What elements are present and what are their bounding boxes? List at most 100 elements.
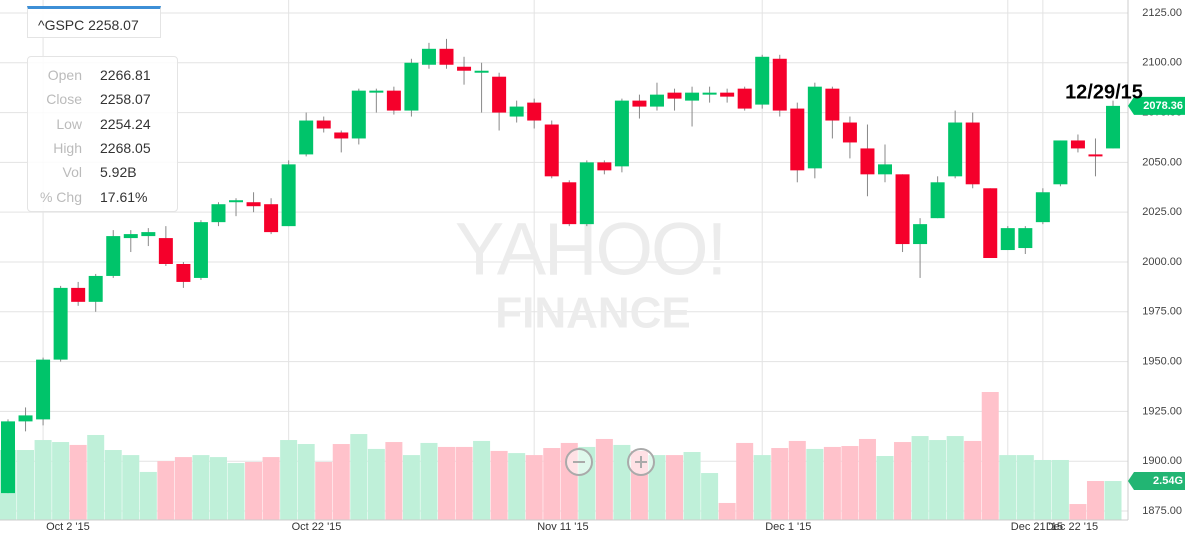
volume-bar: [841, 446, 859, 520]
tooltip-row: High 2268.05: [28, 136, 177, 160]
watermark: FINANCE: [495, 289, 691, 338]
tooltip-value: 5.92B: [100, 164, 137, 181]
candle-body: [299, 120, 314, 155]
candle-body: [492, 76, 507, 113]
tooltip-value: 2268.05: [100, 140, 151, 157]
candle-body: [141, 232, 156, 237]
volume-bar: [192, 455, 210, 520]
x-tick-label: Nov 11 '15: [537, 521, 588, 533]
volume-bar: [157, 461, 175, 520]
volume-bar: [473, 440, 491, 520]
volume-bar: [525, 455, 543, 520]
tooltip-row: Vol 5.92B: [28, 160, 177, 184]
y-tick-label: 2100.00: [1142, 57, 1182, 69]
tooltip-label: Low: [56, 115, 82, 132]
volume-bar: [736, 442, 754, 520]
volume-bar: [666, 455, 684, 520]
volume-bar: [1104, 481, 1122, 520]
volume-bars: [0, 392, 1122, 520]
y-tick-label: 1900.00: [1142, 455, 1182, 467]
volume-bar: [385, 442, 403, 520]
candle-body: [36, 359, 51, 420]
tooltip-row: Low 2254.24: [28, 112, 177, 136]
volume-bar: [718, 502, 736, 520]
volume-bar: [595, 438, 613, 520]
volume-bar: [455, 446, 473, 520]
candle-body: [176, 263, 191, 282]
zoom-in-button[interactable]: [627, 448, 655, 476]
y-tick-label: 2050.00: [1142, 156, 1182, 168]
candle-body: [474, 70, 489, 73]
candle-body: [649, 94, 664, 107]
volume-bar: [753, 455, 771, 520]
candle-body: [158, 238, 173, 264]
x-tick-label: Oct 22 '15: [292, 521, 342, 533]
candle-body: [790, 108, 805, 171]
candle-body: [1018, 228, 1033, 249]
candle-body: [88, 275, 103, 302]
tooltip-value: 2254.24: [100, 115, 151, 132]
volume-bar: [999, 455, 1017, 520]
candle-body: [106, 236, 121, 276]
volume-bar: [981, 392, 999, 520]
candle-body: [1000, 228, 1015, 251]
tooltip-value: 2266.81: [100, 67, 151, 84]
candle-body: [386, 90, 401, 111]
volume-bar: [876, 456, 894, 520]
tooltip-label: % Chg: [39, 188, 82, 205]
candle-body: [1070, 140, 1085, 149]
candle-body: [562, 182, 577, 225]
volume-bar: [858, 438, 876, 520]
price-flag-label: 2078.36: [1143, 100, 1183, 112]
candle-body: [527, 102, 542, 121]
candle-body: [71, 287, 86, 302]
volume-bar: [508, 453, 526, 520]
volume-bar: [262, 457, 280, 520]
volume-bar: [683, 452, 701, 520]
volume-bar: [1086, 481, 1104, 520]
tooltip-label: High: [53, 140, 82, 157]
y-tick-label: 2025.00: [1142, 206, 1182, 218]
volume-bar: [367, 448, 385, 520]
candle-body: [579, 162, 594, 225]
volume-bar: [174, 457, 192, 520]
volume-bar: [104, 450, 122, 520]
volume-bar: [69, 444, 87, 520]
volume-bar: [806, 448, 824, 520]
candle-body: [281, 164, 296, 227]
candle-body: [597, 162, 612, 171]
volume-bar: [122, 455, 140, 520]
candle-body: [404, 62, 419, 111]
y-tick-label: 1950.00: [1142, 356, 1182, 368]
price-flag: [1128, 96, 1185, 115]
y-tick-label: 1975.00: [1142, 306, 1182, 318]
volume-bar: [52, 442, 70, 520]
volume-bar: [332, 444, 350, 520]
candle-body: [737, 88, 752, 109]
candle-body: [421, 48, 436, 65]
candle-body: [1053, 140, 1068, 185]
volume-bar: [209, 457, 227, 520]
volume-bar: [1016, 455, 1034, 520]
candle-body: [930, 182, 945, 219]
candle-body: [316, 120, 331, 129]
candle-body: [860, 148, 875, 175]
tooltip-label: Close: [46, 91, 82, 108]
zoom-out-button[interactable]: [565, 448, 593, 476]
candle-body: [667, 92, 682, 99]
candle-body: [825, 88, 840, 121]
volume-bar: [34, 440, 52, 520]
volume-bar: [297, 444, 315, 520]
volume-bar: [87, 434, 105, 520]
volume-bar: [701, 473, 719, 520]
candles: [1, 38, 1121, 494]
volume-flag-label: 2.54G: [1153, 475, 1183, 487]
y-tick-label: 2000.00: [1142, 256, 1182, 268]
candle-body: [702, 92, 717, 95]
tooltip-value: 17.61%: [100, 188, 148, 205]
y-tick-label: 1875.00: [1142, 505, 1182, 517]
candle-body: [246, 202, 261, 207]
candle-body: [18, 415, 33, 422]
candle-body: [1035, 192, 1050, 223]
candle-body: [772, 58, 787, 111]
